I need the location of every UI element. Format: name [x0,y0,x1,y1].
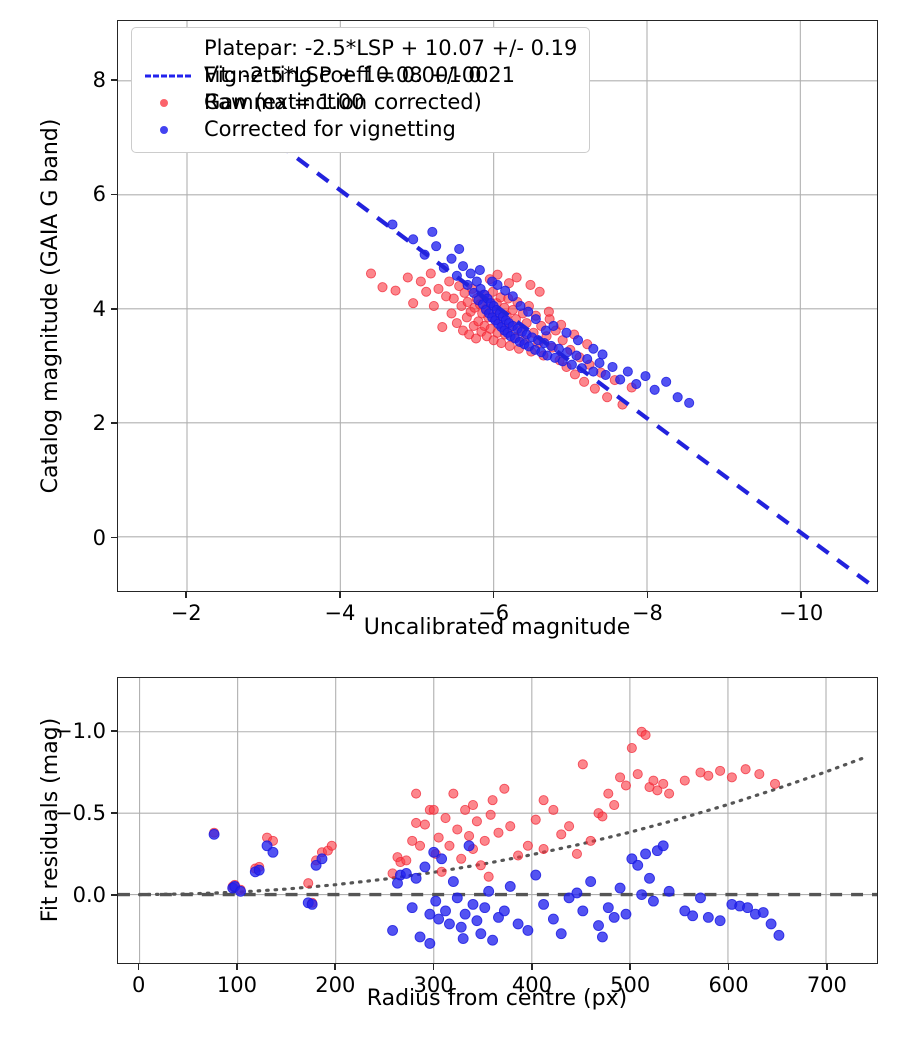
legend-fit-label: Fit: -2.5*LSP + 10.08 +/- 0.21 [204,63,515,87]
x-tickmark [185,592,187,598]
legend-vignetting-label: Vignetting coeff = 0.00100 [204,63,489,87]
x-tickmark [236,964,238,970]
x-tick-label: 200 [315,973,356,997]
legend-entry-raw: Raw (extinction corrected) [142,89,577,116]
x-tickmark [334,964,337,970]
gray-dashed-line-icon [142,35,194,78]
legend-corrected-label: Corrected for vignetting [204,117,456,141]
series-corrected [387,219,695,408]
y-tickmark [111,422,117,425]
red-dot-marker-icon [142,89,194,116]
legend-platepar-label: Platepar: -2.5*LSP + 10.07 +/- 0.19 [204,36,578,60]
y-tick-label: 2 [92,411,106,436]
x-tick-label: −10 [778,601,824,625]
x-tick-label: 500 [610,973,651,997]
residuals-y-axis-title: Fit residuals (mag) [38,717,63,923]
y-tick-label: 0.0 [72,883,106,908]
x-tick-label: 600 [708,973,749,997]
x-tickmark [646,592,649,598]
x-tick-label: 0 [131,973,146,997]
y-tick-label: −0.5 [55,801,106,826]
x-tickmark [727,964,730,970]
y-tick-label: 0 [92,525,106,550]
series-corrected [208,828,785,949]
y-tickmark [111,536,117,539]
x-tickmark [492,592,495,598]
y-tick-label: 8 [92,68,106,93]
plot-legend: Platepar: -2.5*LSP + 10.07 +/- 0.19 Vign… [131,27,591,153]
y-tickmark [111,308,117,310]
y-tickmark [111,730,117,732]
magnitude-y-axis-title: Catalog magnitude (GAIA G band) [38,118,63,494]
x-tick-label: 400 [511,973,552,997]
legend-entry-corrected: Corrected for vignetting [142,116,577,143]
x-tickmark [531,964,533,970]
y-tickmark [111,894,117,896]
magnitude-x-axis-title: Uncalibrated magnitude [363,615,631,640]
y-tick-label: 6 [92,182,106,207]
x-tick-label: −4 [324,601,356,625]
legend-raw-label: Raw (extinction corrected) [204,90,482,114]
x-tick-label: 700 [806,973,847,997]
x-tick-label: −2 [170,601,202,625]
x-tickmark [137,964,140,970]
legend-platepar-text-block: Platepar: -2.5*LSP + 10.07 +/- 0.19 Vign… [204,35,577,116]
y-tickmark [111,79,117,81]
legend-entry-fit: Fit: -2.5*LSP + 10.08 +/- 0.21 [142,62,577,89]
y-tick-label: 4 [92,296,106,321]
y-tick-label: −1.0 [55,719,106,744]
x-tick-label: 100 [216,973,257,997]
series-raw [209,726,781,908]
x-tick-label: −8 [631,601,663,625]
x-tick-label: 300 [413,973,454,997]
fit-residuals-canvas [118,678,877,963]
legend-gamma-label: Gamma = 1.00 [204,90,365,114]
x-tickmark [826,964,828,970]
blue-dashed-line-icon [142,62,194,89]
y-tickmark [111,193,117,196]
x-tickmark [432,964,435,970]
y-tickmark [111,812,117,814]
blue-dot-marker-icon [142,116,194,143]
residuals-x-axis-title: Radius from centre (px) [366,986,628,1011]
x-tickmark [339,592,341,598]
x-tickmark [629,964,632,970]
x-tick-label: −6 [478,601,510,625]
legend-entry-platepar: Platepar: -2.5*LSP + 10.07 +/- 0.19 Vign… [142,35,577,114]
fit-residuals-plot [117,677,878,964]
x-tickmark [800,592,802,598]
